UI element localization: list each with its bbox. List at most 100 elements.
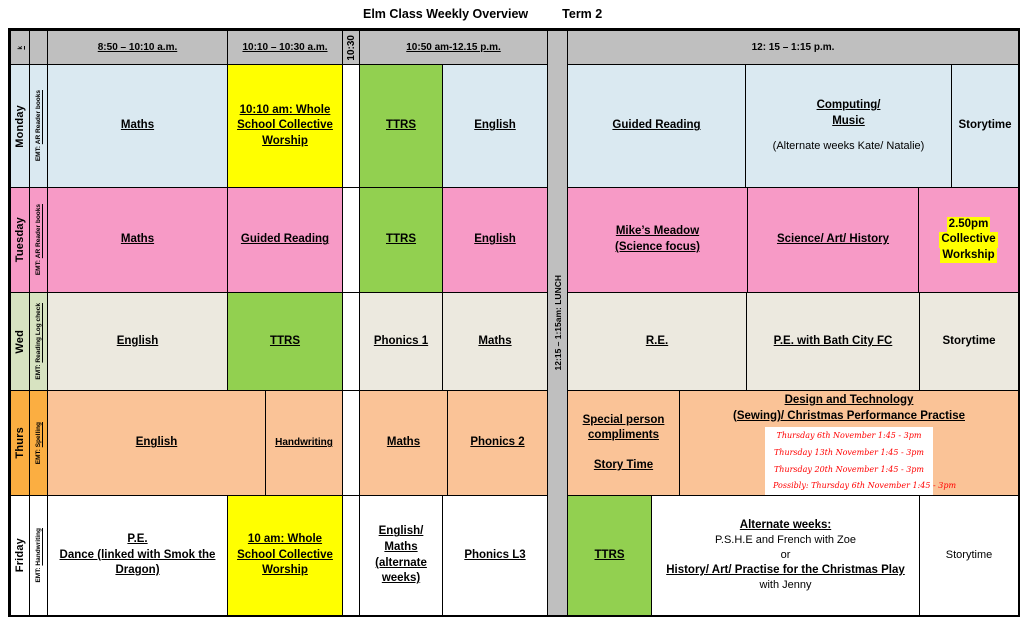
page-title: Elm Class Weekly Overview xyxy=(363,7,529,21)
cell-thursday-handwriting: Handwriting xyxy=(265,390,342,495)
lesson-label: Maths xyxy=(120,119,155,132)
date-list-box: Thursday 6th November 1:45 - 3pm Thursda… xyxy=(765,427,956,495)
cell-monday-maths: Maths xyxy=(47,64,227,187)
cell-wednesday-pe-bath-city: P.E. with Bath City FC xyxy=(746,292,919,390)
time-slot-label: 12: 15 – 1:15 p.m. xyxy=(751,42,835,53)
lesson-label: Maths xyxy=(386,436,421,449)
lesson-label: Dance (linked with Smok the Dragon) xyxy=(59,548,216,577)
emt-task: Spelling xyxy=(35,421,42,448)
cell-monday-computing-music: Computing/ Music (Alternate weeks Kate/ … xyxy=(745,64,951,187)
lesson-label: Phonics 1 xyxy=(373,334,429,347)
cell-tuesday-mikes-meadow: Mike’s Meadow (Science focus) xyxy=(567,187,747,292)
cell-wednesday-phonics1: Phonics 1 xyxy=(359,292,442,390)
cell-tuesday-maths: Maths xyxy=(47,187,227,292)
cell-monday-ttrs: TTRS xyxy=(359,64,442,187)
emt-monday: EMT: AR Reader books xyxy=(29,64,47,187)
emt-prefix: EMT: xyxy=(35,364,42,380)
cell-wednesday-break-gap xyxy=(342,292,359,390)
term-label: Term 2 xyxy=(562,7,603,21)
cell-thursday-maths: Maths xyxy=(359,390,447,495)
lesson-label: Science/ Art/ History xyxy=(776,233,890,246)
lesson-label: Storytime xyxy=(945,549,993,562)
cell-friday-pe-dance: P.E. Dance (linked with Smok the Dragon) xyxy=(47,495,227,615)
header-corner-emt-col xyxy=(29,30,47,64)
lesson-label: Guided Reading xyxy=(240,233,330,246)
header-time-2: 10:10 – 10:30 a.m. xyxy=(227,30,342,64)
lesson-label: TTRS xyxy=(269,334,301,347)
lesson-label: English xyxy=(116,334,159,347)
emt-thursday: EMT: Spelling xyxy=(29,390,47,495)
emt-tuesday: EMT: AR Reader books xyxy=(29,187,47,292)
cell-friday-ttrs: TTRS xyxy=(567,495,651,615)
cell-wednesday-english: English xyxy=(47,292,227,390)
cell-monday-collective-worship: 10:10 am: Whole School Collective Worshi… xyxy=(227,64,342,187)
day-label-monday: Monday xyxy=(10,64,29,187)
cell-tuesday-english: English xyxy=(442,187,547,292)
lesson-label: English xyxy=(474,233,516,246)
cell-friday-alternate-weeks: Alternate weeks: P.S.H.E and French with… xyxy=(651,495,919,615)
cell-wednesday-re: R.E. xyxy=(567,292,746,390)
lesson-note: P.S.H.E and French with Zoe xyxy=(714,534,857,547)
lunch-column: 12:15 – 1:15am: LUNCH xyxy=(547,30,567,615)
time-slot-label: 10:50 am-12.15 p.m. xyxy=(406,42,501,53)
emt-task: AR Reader books xyxy=(35,90,42,145)
cell-thursday-english: English xyxy=(47,390,265,495)
time-slot-label: 10:10 – 10:30 a.m. xyxy=(242,42,328,53)
cell-tuesday-collective-workship: 2.50pm Collective Workship xyxy=(918,187,1018,292)
emt-task: Handwriting xyxy=(35,528,42,566)
cell-tuesday-guided-reading: Guided Reading xyxy=(227,187,342,292)
lesson-label: English xyxy=(474,119,516,132)
cell-wednesday-maths: Maths xyxy=(442,292,547,390)
cell-monday-storytime: Storytime xyxy=(951,64,1018,187)
emt-prefix: EMT: xyxy=(35,567,42,583)
lesson-label: TTRS xyxy=(594,548,625,561)
lesson-label: Guided Reading xyxy=(612,119,701,132)
emt-task: AR Reader books xyxy=(35,204,42,259)
emt-task: Reading Log check xyxy=(35,303,42,363)
document-title-row: Elm Class Weekly Overview Term 2 xyxy=(363,7,602,21)
lesson-label: Storytime xyxy=(958,119,1012,132)
date-line: Thursday 13th November 1:45 - 3pm xyxy=(773,447,925,457)
emt-wednesday: EMT: Reading Log check xyxy=(29,292,47,390)
cell-monday-break-gap xyxy=(342,64,359,187)
day-label-tuesday: Tuesday xyxy=(10,187,29,292)
cell-thursday-break-gap xyxy=(342,390,359,495)
lesson-label: Music xyxy=(832,114,865,127)
cell-monday-english: English xyxy=(442,64,547,187)
cell-friday-break-gap xyxy=(342,495,359,615)
lesson-label: TTRS xyxy=(385,233,417,246)
lesson-label-highlighted: Collective xyxy=(939,232,998,248)
emt-prefix: EMT: xyxy=(35,448,42,465)
emt-friday: EMT: Handwriting xyxy=(29,495,47,615)
lesson-label: English/ Maths (alternate weeks) xyxy=(375,525,427,585)
lesson-note: with Jenny xyxy=(759,579,812,592)
timetable: k 8:50 – 10:10 a.m. 10:10 – 10:30 a.m. 1… xyxy=(8,28,1020,617)
cell-friday-phonics-l3: Phonics L3 xyxy=(442,495,547,615)
day-label-friday: Friday xyxy=(10,495,29,615)
cell-thursday-design-technology: Design and Technology (Sewing)/ Christma… xyxy=(679,390,1018,495)
cell-friday-collective-worship: 10 am: Whole School Collective Worship xyxy=(227,495,342,615)
lesson-label: Storytime xyxy=(942,334,996,347)
lesson-label: English xyxy=(135,436,178,449)
cell-friday-english-maths: English/ Maths (alternate weeks) xyxy=(359,495,442,615)
lesson-label: (Sewing)/ Christmas Performance Practise xyxy=(733,409,965,422)
lesson-label: Maths xyxy=(120,233,155,246)
lesson-label: Design and Technology xyxy=(784,394,914,406)
header-time-4: 12: 15 – 1:15 p.m. xyxy=(567,30,1018,64)
cell-tuesday-break-gap xyxy=(342,187,359,292)
cell-friday-storytime: Storytime xyxy=(919,495,1018,615)
lesson-label: TTRS xyxy=(385,119,417,132)
lesson-label: History/ Art/ Practise for the Christmas… xyxy=(666,563,905,576)
lesson-label-highlighted: 2.50pm xyxy=(946,216,991,233)
lesson-label: Mike’s Meadow xyxy=(615,225,700,238)
lesson-label: Maths xyxy=(478,334,512,347)
time-slot-label: 8:50 – 10:10 a.m. xyxy=(97,42,178,53)
cell-monday-guided-reading: Guided Reading xyxy=(567,64,745,187)
cell-thursday-special-person: Special person compliments Story Time xyxy=(567,390,679,495)
lesson-label: 10 am: Whole School Collective Worship xyxy=(237,533,333,577)
cell-tuesday-science-art-history: Science/ Art/ History xyxy=(747,187,918,292)
date-line: Thursday 20th November 1:45 - 3pm xyxy=(773,464,925,474)
lesson-label: Phonics L3 xyxy=(464,548,526,561)
header-corner-day-col: k xyxy=(10,30,29,64)
